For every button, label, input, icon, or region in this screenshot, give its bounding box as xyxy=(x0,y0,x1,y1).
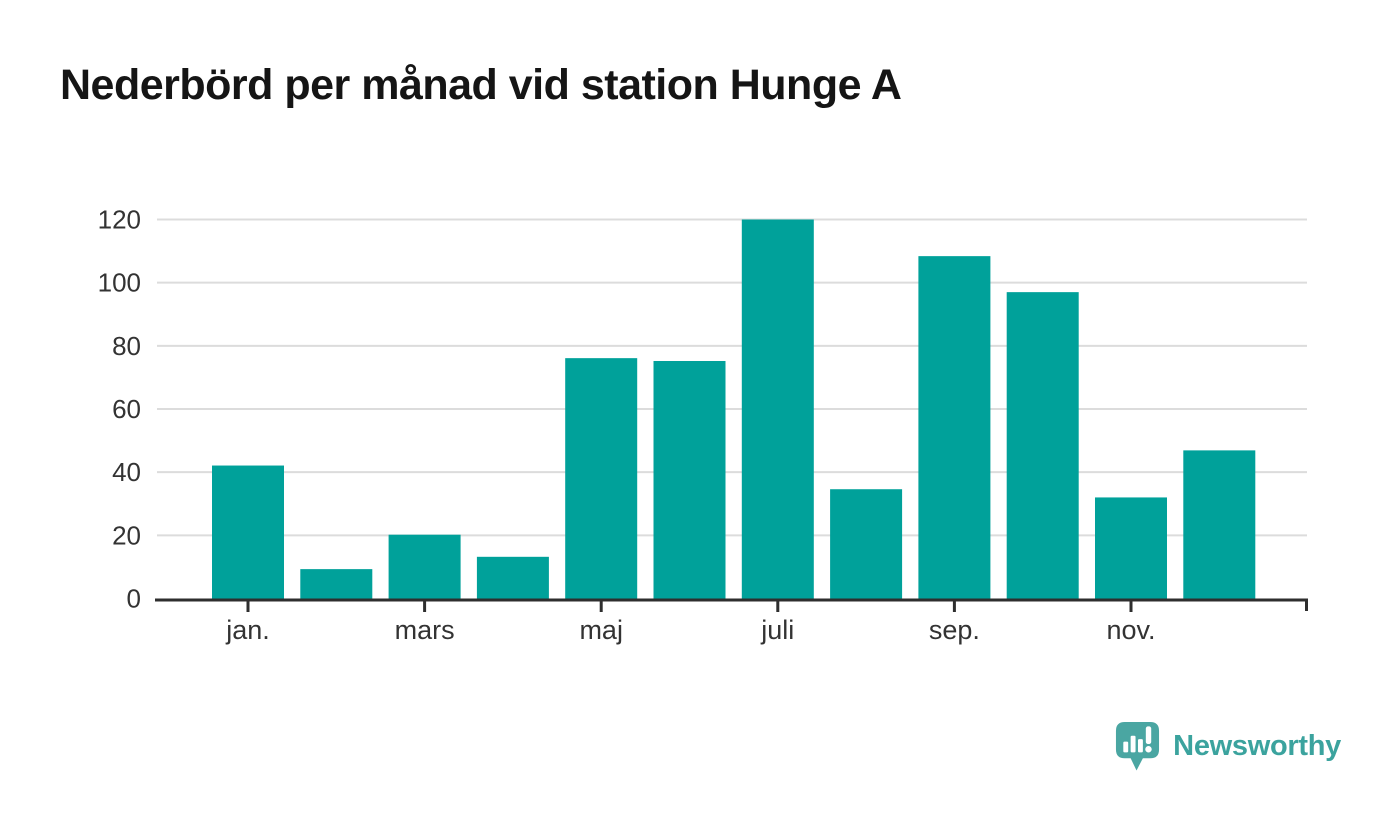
bar-month-5 xyxy=(565,358,638,599)
bar-month-1 xyxy=(212,465,284,599)
x-axis-tick-label-juli: juli xyxy=(760,615,794,645)
x-axis-tick-label-mars: mars xyxy=(395,615,455,645)
y-axis-tick-label-80: 80 xyxy=(112,331,141,361)
newsworthy-logo[interactable]: Newsworthy xyxy=(1114,721,1341,772)
bar-month-10 xyxy=(1006,292,1079,599)
y-axis-tick-label-20: 20 xyxy=(112,520,141,550)
bar-month-9 xyxy=(918,256,991,599)
y-axis-tick-label-0: 0 xyxy=(127,584,141,614)
newsworthy-wordmark: Newsworthy xyxy=(1173,730,1341,762)
chart-title: Nederbörd per månad vid station Hunge A xyxy=(60,61,902,109)
bar-month-8 xyxy=(830,489,903,599)
newsworthy-speech-bubble-icon xyxy=(1116,722,1160,771)
y-axis-tick-label-60: 60 xyxy=(112,394,141,424)
bar-month-4 xyxy=(476,556,549,599)
bar-month-6 xyxy=(653,360,726,599)
x-axis-tick-label-jan: jan. xyxy=(225,615,270,645)
bar-month-7 xyxy=(741,219,814,599)
bar-month-2 xyxy=(300,569,373,599)
x-axis-tick-label-sep: sep. xyxy=(929,615,980,645)
precipitation-bar-chart: 0 20 40 60 80 100 120 jan. mars maj juli sep. nov. xyxy=(98,205,1308,645)
bar-month-12 xyxy=(1183,450,1256,599)
x-axis-tick-label-maj: maj xyxy=(579,615,623,645)
y-axis-tick-label-100: 100 xyxy=(98,268,141,298)
y-axis-tick-label-40: 40 xyxy=(112,457,141,487)
x-axis-tick-label-nov: nov. xyxy=(1106,615,1155,645)
bar-month-3 xyxy=(388,534,461,599)
y-axis-tick-label-120: 120 xyxy=(98,205,141,235)
bar-month-11 xyxy=(1095,497,1167,599)
